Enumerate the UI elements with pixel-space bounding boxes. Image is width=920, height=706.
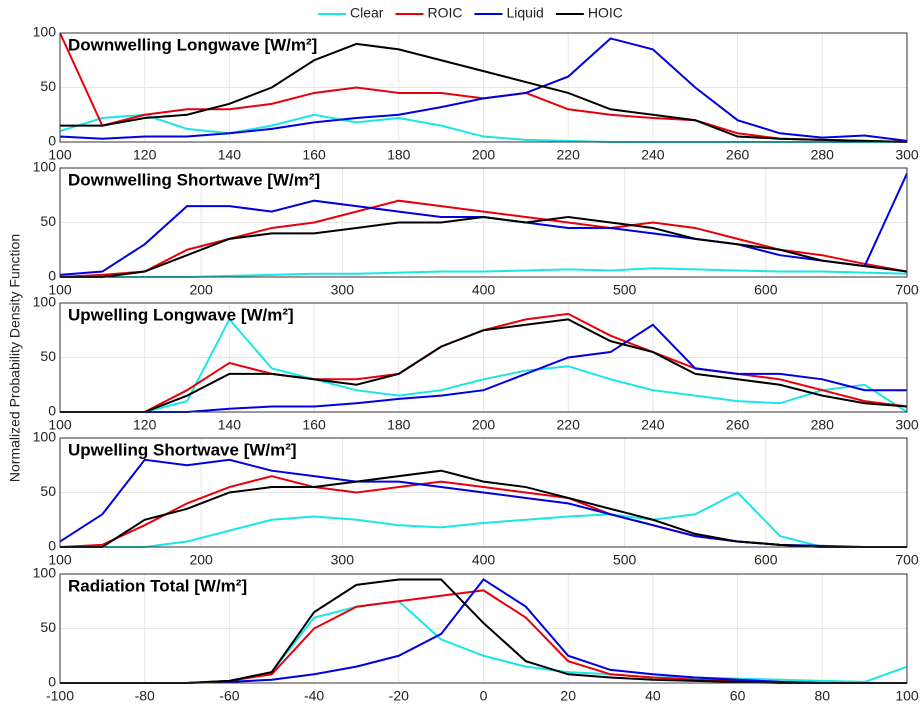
y-tick-label: 50 [40, 213, 56, 229]
x-tick-label: 260 [726, 417, 750, 433]
x-tick-label: 100 [48, 147, 72, 163]
x-tick-label: 280 [811, 147, 835, 163]
x-tick-label: -80 [135, 688, 155, 704]
y-tick-label: 100 [33, 24, 57, 40]
x-tick-label: 600 [754, 282, 778, 298]
x-tick-label: 120 [133, 417, 157, 433]
y-tick-label: 50 [40, 78, 56, 94]
y-tick-label: 0 [48, 403, 56, 419]
x-tick-label: 700 [895, 282, 919, 298]
x-tick-label: 0 [480, 688, 488, 704]
y-tick-label: 50 [40, 483, 56, 499]
panel-title: Radiation Total [W/m²] [68, 576, 247, 595]
x-tick-label: 600 [754, 552, 778, 568]
legend-label: ROIC [427, 5, 462, 21]
x-tick-label: 300 [895, 147, 919, 163]
y-tick-label: 0 [48, 268, 56, 284]
x-tick-label: 220 [557, 147, 581, 163]
x-tick-label: 200 [189, 552, 213, 568]
y-tick-label: 100 [33, 294, 57, 310]
x-tick-label: 160 [302, 417, 326, 433]
x-tick-label: -60 [219, 688, 239, 704]
axes-box [59, 32, 908, 143]
series-line [60, 317, 908, 413]
x-tick-label: 280 [811, 417, 835, 433]
panel-title: Upwelling Longwave [W/m²] [68, 305, 294, 324]
series-line [59, 37, 908, 142]
x-tick-label: 100 [48, 417, 72, 433]
x-tick-label: 100 [895, 688, 919, 704]
x-tick-label: 400 [472, 552, 496, 568]
legend-label: HOIC [588, 5, 623, 21]
y-tick-label: 0 [48, 674, 56, 690]
series-line [60, 491, 907, 548]
x-tick-label: 500 [613, 552, 637, 568]
x-tick-label: 80 [815, 688, 831, 704]
y-tick-label: 50 [40, 619, 56, 635]
x-tick-label: 160 [302, 147, 326, 163]
x-tick-label: 140 [218, 147, 242, 163]
legend-label: Clear [350, 5, 384, 21]
x-tick-label: 100 [48, 552, 72, 568]
axes-box [59, 573, 908, 684]
y-tick-label: 100 [33, 429, 57, 445]
x-tick-label: 200 [189, 282, 213, 298]
y-tick-label: 100 [33, 159, 57, 175]
axes-box [59, 302, 908, 413]
x-tick-label: 300 [331, 552, 355, 568]
x-tick-label: 20 [560, 688, 576, 704]
x-tick-label: 200 [472, 147, 496, 163]
x-tick-label: 260 [726, 147, 750, 163]
x-tick-label: -20 [389, 688, 409, 704]
panel-title: Upwelling Shortwave [W/m²] [68, 440, 297, 459]
y-axis-label: Normalized Probability Density Function [7, 234, 23, 482]
panel-title: Downwelling Longwave [W/m²] [68, 35, 317, 54]
x-tick-label: 500 [613, 282, 637, 298]
x-tick-label: 180 [387, 417, 411, 433]
y-tick-label: 0 [48, 133, 56, 149]
x-tick-label: 200 [472, 417, 496, 433]
axes-box [59, 437, 908, 548]
x-tick-label: 240 [641, 147, 665, 163]
series-line [60, 318, 908, 413]
series-line [59, 199, 908, 278]
series-line [60, 42, 908, 143]
x-tick-label: 300 [331, 282, 355, 298]
x-tick-label: -100 [46, 688, 74, 704]
x-tick-label: 700 [895, 552, 919, 568]
y-tick-label: 100 [33, 565, 57, 581]
x-tick-label: 100 [48, 282, 72, 298]
x-tick-label: 40 [645, 688, 661, 704]
x-tick-label: 140 [218, 417, 242, 433]
x-tick-label: 240 [641, 417, 665, 433]
series-line [60, 216, 908, 278]
x-tick-label: 180 [387, 147, 411, 163]
x-tick-label: 120 [133, 147, 157, 163]
x-tick-label: 300 [895, 417, 919, 433]
x-tick-label: -40 [304, 688, 324, 704]
x-tick-label: 220 [557, 417, 581, 433]
x-tick-label: 60 [730, 688, 746, 704]
axes-box [59, 167, 908, 278]
x-tick-label: 400 [472, 282, 496, 298]
legend-label: Liquid [506, 5, 543, 21]
y-tick-label: 50 [40, 348, 56, 364]
panel-title: Downwelling Shortwave [W/m²] [68, 170, 320, 189]
series-line [60, 323, 907, 413]
y-tick-label: 0 [48, 538, 56, 554]
series-line [60, 469, 907, 548]
